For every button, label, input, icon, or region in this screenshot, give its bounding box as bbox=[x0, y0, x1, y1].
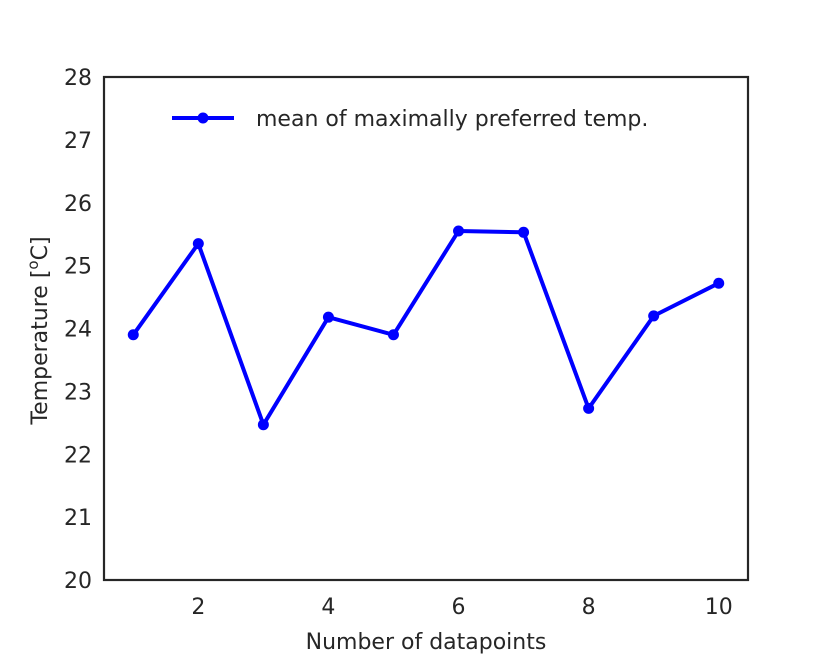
y-axis-ticks: 20 21 22 23 24 25 26 27 28 bbox=[64, 66, 92, 594]
legend-marker bbox=[197, 112, 209, 124]
y-tick-label: 22 bbox=[64, 443, 92, 468]
y-tick-label: 21 bbox=[64, 506, 92, 531]
y-tick-label: 25 bbox=[64, 255, 92, 280]
y-axis-label: Temperature [oC] bbox=[24, 236, 53, 425]
x-tick-label: 6 bbox=[452, 595, 466, 620]
x-tick-label: 2 bbox=[191, 595, 205, 620]
y-tick-label: 27 bbox=[64, 129, 92, 154]
x-axis-ticks: 2 4 6 8 10 bbox=[191, 595, 732, 620]
y-tick-label: 26 bbox=[64, 192, 92, 217]
series-layer bbox=[127, 225, 725, 431]
y-axis-label-main: Temperature [ bbox=[28, 270, 53, 426]
data-point bbox=[518, 226, 530, 238]
y-tick-label: 24 bbox=[64, 318, 92, 343]
x-tick-label: 10 bbox=[705, 595, 733, 620]
plot-frame bbox=[102, 75, 750, 582]
x-tick-label: 4 bbox=[321, 595, 335, 620]
data-point bbox=[192, 238, 204, 250]
data-point bbox=[453, 225, 465, 237]
series-line bbox=[131, 229, 721, 427]
y-axis-label-superscript: o bbox=[24, 260, 42, 269]
y-axis-label-suffix: C] bbox=[28, 236, 53, 260]
data-point bbox=[127, 329, 139, 341]
data-point bbox=[648, 310, 660, 322]
data-point bbox=[713, 277, 725, 289]
data-point bbox=[257, 419, 269, 431]
legend: mean of maximally preferred temp. bbox=[172, 107, 648, 132]
x-axis-label: Number of datapoints bbox=[306, 630, 547, 655]
legend-label: mean of maximally preferred temp. bbox=[256, 107, 648, 132]
x-tick-label: 8 bbox=[582, 595, 596, 620]
y-tick-label: 23 bbox=[64, 380, 92, 405]
data-point bbox=[322, 311, 334, 323]
data-point bbox=[583, 402, 595, 414]
y-tick-label: 28 bbox=[64, 66, 92, 91]
data-point bbox=[387, 329, 399, 341]
y-tick-label: 20 bbox=[64, 569, 92, 594]
